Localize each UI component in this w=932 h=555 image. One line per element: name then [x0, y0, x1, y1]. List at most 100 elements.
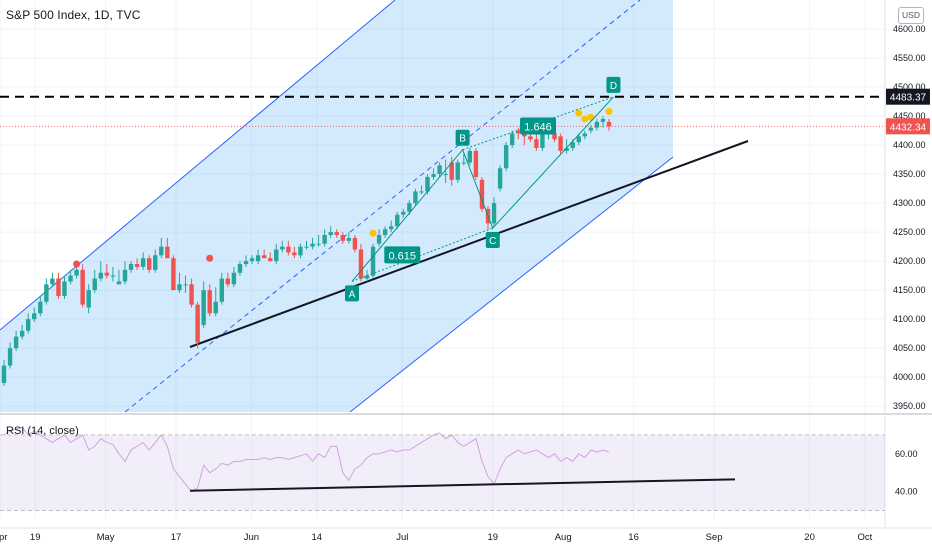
candle-body: [437, 165, 442, 175]
price-tick-label: 4550.00: [893, 53, 926, 63]
price-tick-label: 4000.00: [893, 372, 926, 382]
channel-fill: [0, 0, 673, 412]
time-tick-label: Oct: [857, 532, 872, 543]
candle-body: [104, 272, 110, 276]
candle-body: [370, 246, 376, 276]
time-tick-label: Aug: [555, 532, 572, 543]
rsi-tick-label: 60.00: [895, 449, 918, 459]
resistance-price-tag: [886, 88, 930, 105]
fib-ratio-label: 0.615: [389, 250, 417, 262]
candle-body: [503, 145, 509, 169]
pattern-point-d-label: D: [610, 81, 617, 92]
candle-body: [346, 237, 352, 241]
candle-body: [153, 255, 158, 270]
rsi-tick-label: 40.00: [895, 487, 918, 497]
candle-body: [159, 246, 164, 256]
price-tick-label: 4050.00: [893, 343, 926, 353]
pattern-point-b-label: B: [459, 134, 466, 145]
candle-body: [304, 246, 309, 248]
candle-body: [249, 258, 255, 262]
price-tick-label: 4600.00: [893, 24, 926, 34]
candle-body: [606, 121, 612, 127]
time-tick-label: May: [97, 532, 115, 543]
candle-body: [189, 284, 194, 305]
candle-body: [195, 304, 200, 343]
time-axis: Apr 19 May 17 Jun 14 Jul 19 Aug 16 Sep 20 Oct: [0, 527, 932, 543]
rsi-indicator-label[interactable]: RSI (14, close): [6, 425, 79, 437]
candle-body: [389, 226, 394, 230]
candle-body: [56, 278, 61, 296]
support-trendline: [189, 140, 749, 348]
candle-body: [413, 191, 418, 204]
candle-body: [62, 281, 67, 296]
candle-body: [177, 284, 182, 291]
candle-body: [449, 162, 454, 180]
candle-body: [292, 252, 297, 256]
candle-body: [528, 136, 533, 140]
candle-body: [280, 246, 285, 250]
pattern-point-a-badge: [344, 285, 359, 302]
currency-button[interactable]: USD: [898, 7, 924, 24]
candle-body: [376, 235, 382, 244]
candle-body: [395, 214, 400, 227]
candle-body: [122, 269, 128, 282]
time-tick-label: 16: [628, 532, 639, 543]
candle-body: [594, 121, 600, 128]
time-tick-label: 17: [171, 532, 182, 543]
candle-body: [74, 269, 79, 276]
time-tick-label: 20: [804, 532, 815, 543]
candle-body: [237, 264, 243, 273]
candle-body: [38, 301, 43, 314]
pattern-bd-line: [462, 96, 614, 151]
candle-body: [340, 235, 345, 241]
candle-body: [522, 133, 527, 137]
channel-lower-line: [349, 156, 674, 413]
candle-body: [576, 136, 581, 143]
pattern-point-d-badge: [606, 76, 621, 93]
pattern-point-a-label: A: [349, 289, 356, 300]
candle-body: [491, 203, 497, 224]
candle-body: [134, 264, 140, 267]
candle-body: [140, 258, 146, 267]
channel-mid-line: [124, 0, 641, 413]
candle-body: [473, 150, 479, 177]
price-tick-label: 4400.00: [893, 140, 926, 150]
candle-body: [322, 235, 327, 244]
candle-body: [558, 136, 563, 151]
pattern-point-b-badge: [455, 129, 470, 146]
price-tick-label: 4150.00: [893, 285, 926, 295]
time-tick-label: 14: [312, 532, 323, 543]
candle-body: [588, 127, 594, 131]
candle-body: [534, 139, 539, 148]
pivot-markers: [73, 107, 613, 268]
pivot-marker: [206, 254, 214, 262]
price-tick-label: 4350.00: [893, 169, 926, 179]
pivot-marker: [581, 115, 589, 123]
candle-body: [328, 232, 333, 236]
candle-body: [582, 133, 587, 137]
regression-channel: [0, 0, 674, 413]
candle-body: [213, 301, 218, 314]
candle-body: [268, 258, 273, 262]
time-tick-label: 19: [30, 532, 41, 543]
candle-body: [26, 319, 31, 331]
price-tick-label: 4450.00: [893, 111, 926, 121]
candle-body: [32, 313, 37, 320]
candle-body: [334, 232, 339, 236]
candle-body: [165, 246, 170, 259]
pattern-ac-line: [351, 227, 493, 282]
candle-body: [128, 264, 134, 270]
candle-body: [461, 162, 466, 164]
price-tick-label: 4500.00: [893, 82, 926, 92]
fib-ratio-label: 1.646: [524, 122, 552, 134]
candle-body: [201, 290, 206, 325]
candle-body: [261, 255, 267, 259]
pattern-point-c-badge: [485, 232, 500, 249]
time-tick-label: Sep: [706, 532, 723, 543]
candle-body: [358, 249, 364, 279]
candle-body: [92, 278, 97, 291]
candle-body: [183, 284, 188, 286]
candle-body: [116, 281, 122, 285]
candle-body: [540, 133, 545, 148]
